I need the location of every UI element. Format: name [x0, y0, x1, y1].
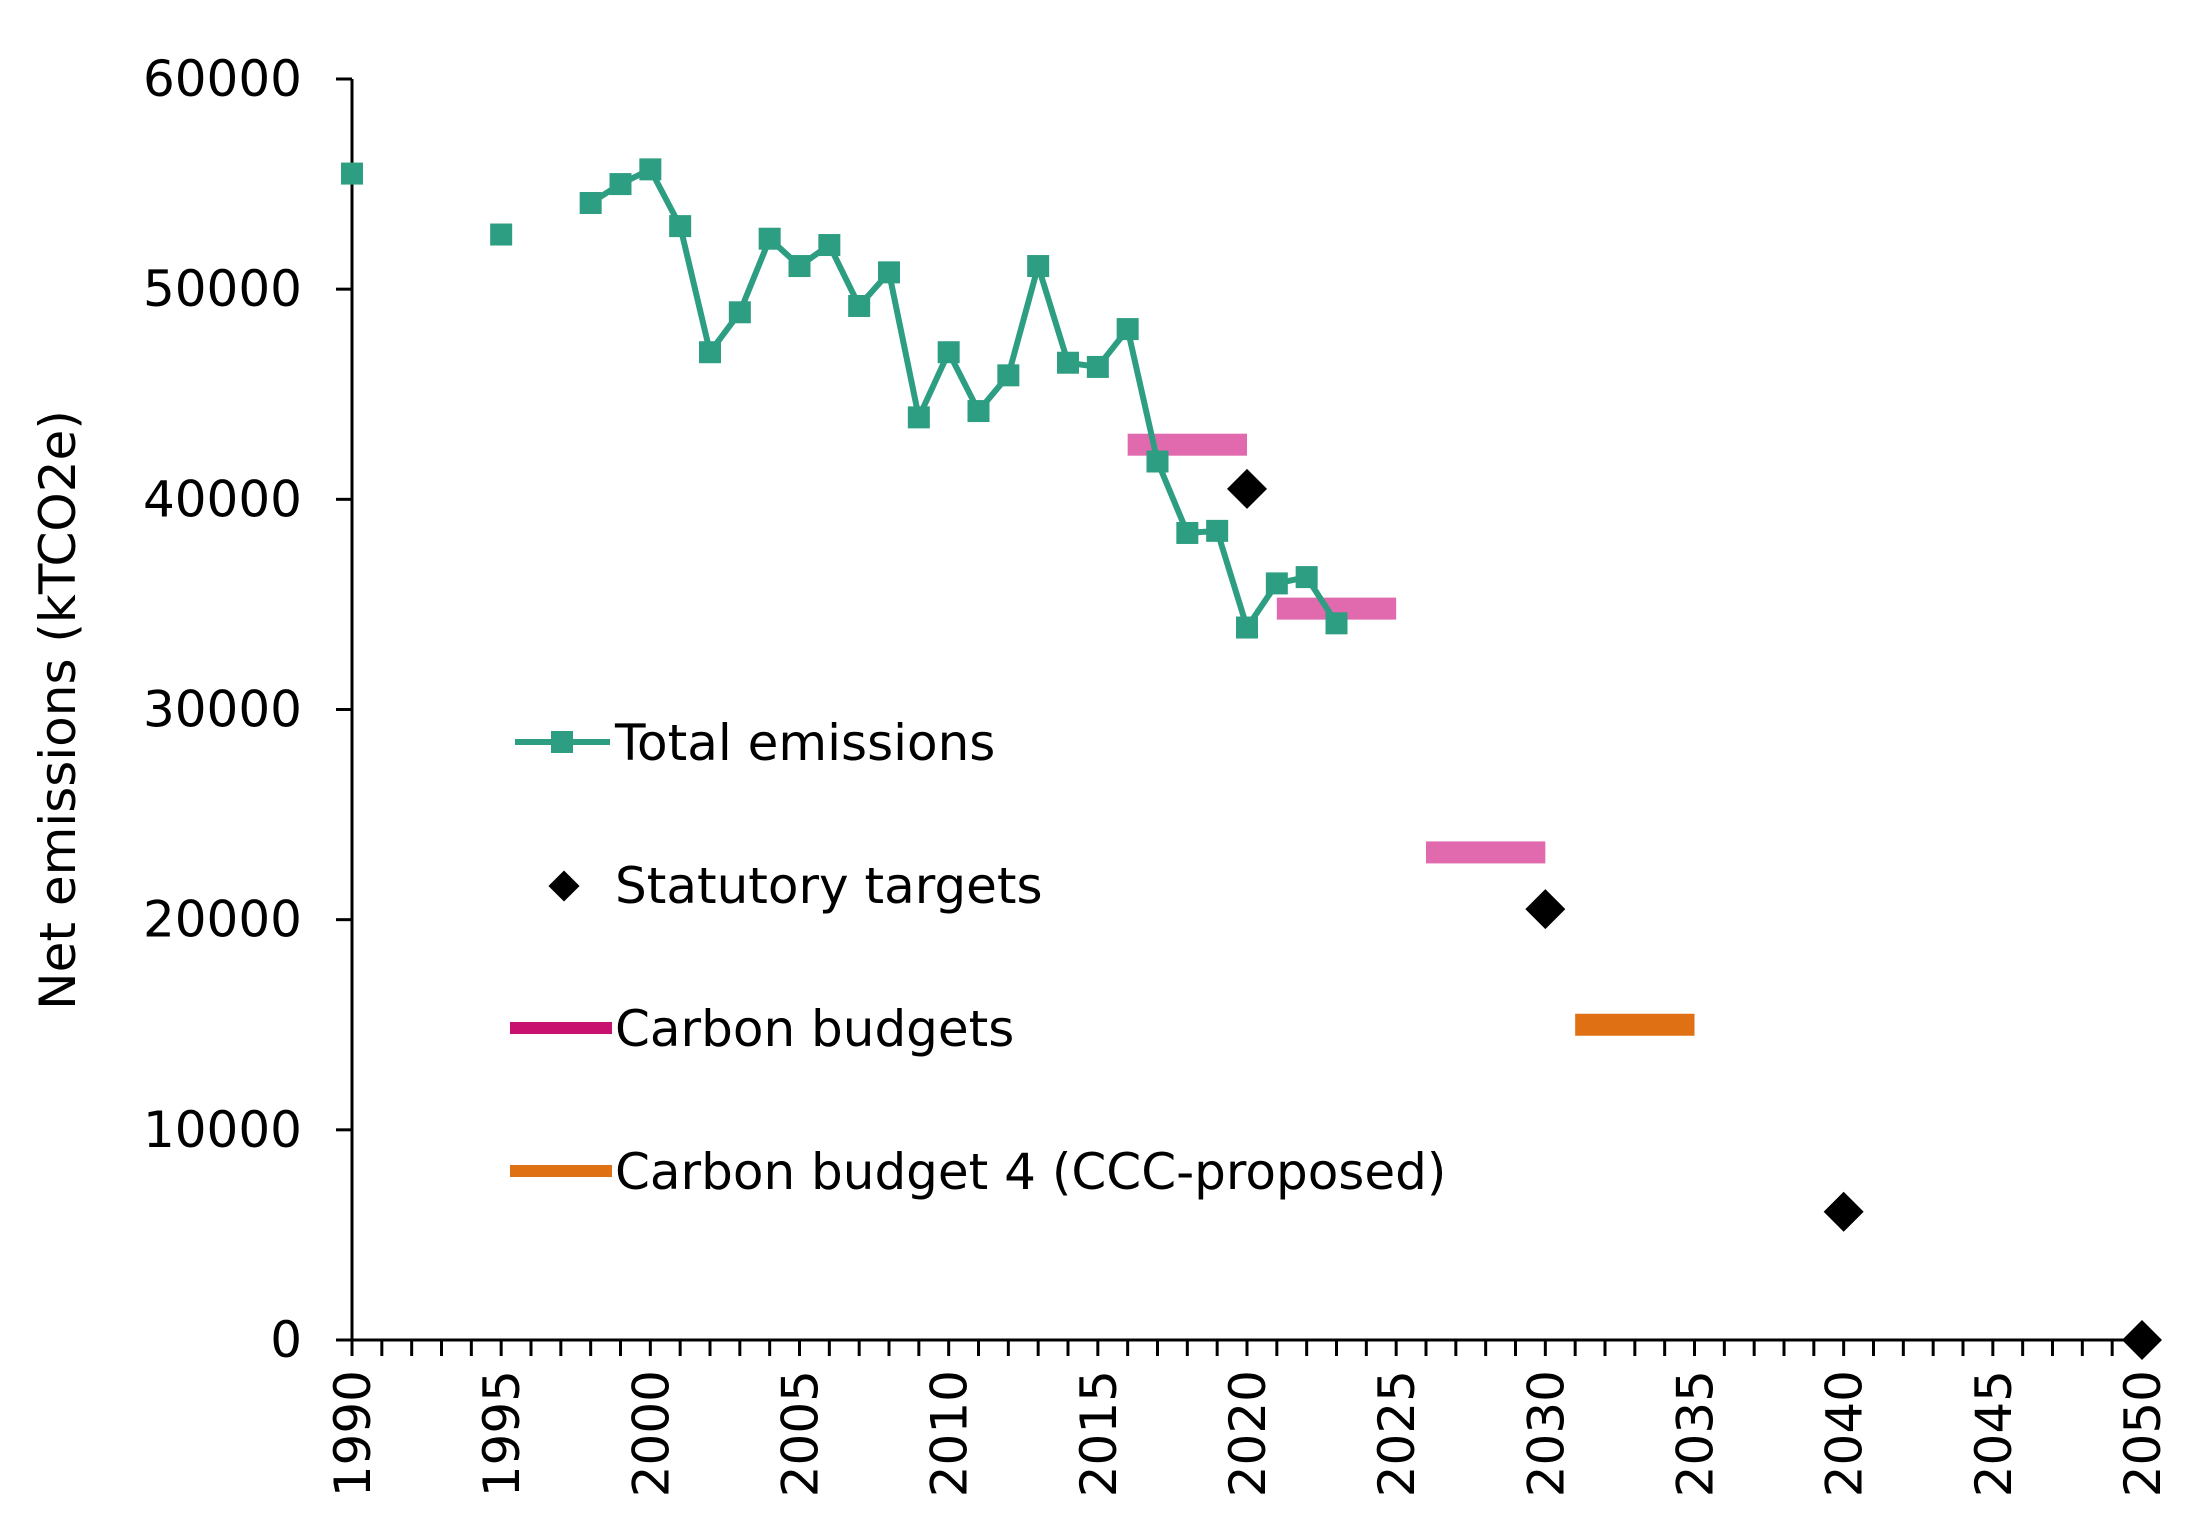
emissions-point: [937, 341, 960, 364]
legend-label-targets: Statutory targets: [615, 857, 1043, 915]
legend-label-cb4: Carbon budget 4 (CCC-proposed): [615, 1143, 1446, 1201]
x-tick-label: 2050: [2114, 1370, 2172, 1497]
x-tick-label: 2015: [1070, 1370, 1128, 1497]
total-emissions-series: [341, 158, 1348, 639]
emissions-line-segment: [1005, 263, 1042, 379]
emissions-point: [1027, 255, 1050, 278]
x-tick-label: 2030: [1517, 1370, 1575, 1497]
x-tick-label: 2040: [1816, 1370, 1874, 1497]
x-tick-label: 2035: [1667, 1370, 1725, 1497]
statutory-target-point: [1525, 889, 1566, 930]
y-tick-label: 60000: [143, 50, 302, 108]
emissions-point: [907, 406, 930, 429]
legend-item-budgets: Carbon budgets: [510, 1000, 1014, 1058]
emissions-line-segment: [886, 269, 922, 421]
legend: Total emissions Statutory targets Carbon…: [510, 714, 1446, 1201]
legend-label-budgets: Carbon budgets: [615, 1000, 1014, 1058]
emissions-point: [609, 173, 632, 196]
emissions-point: [878, 261, 900, 284]
carbon-budget-bar: [1127, 433, 1247, 456]
carbon-budget-4-bar: [1575, 1013, 1695, 1036]
emissions-line-segment: [1035, 263, 1071, 366]
emissions-point: [1325, 612, 1348, 635]
y-tick-label: 10000: [143, 1101, 302, 1159]
y-tick-label: 20000: [143, 891, 302, 949]
emissions-point: [699, 341, 721, 364]
emissions-point: [1057, 351, 1079, 374]
legend-item-total: Total emissions: [515, 714, 995, 772]
emissions-point: [818, 234, 841, 257]
x-tick-label: 1995: [473, 1370, 531, 1497]
x-tick-label: 2045: [1965, 1370, 2023, 1497]
emissions-point: [848, 294, 871, 317]
y-tick-label: 50000: [143, 260, 302, 318]
emissions-point: [1295, 566, 1318, 589]
x-tick-label: 1990: [324, 1370, 382, 1497]
carbon-budget-bar: [1276, 597, 1397, 620]
y-axis-title: Net emissions (kTCO2e): [29, 410, 87, 1010]
emissions-point: [1146, 450, 1169, 473]
emissions-point: [967, 400, 990, 423]
emissions-line-segment: [736, 235, 773, 316]
emissions-point: [1236, 616, 1258, 639]
emissions-line-segment: [677, 223, 713, 356]
emissions-point: [669, 215, 692, 238]
emissions-point: [1206, 519, 1229, 542]
x-tick-label: 2020: [1219, 1370, 1277, 1497]
x-tick-label: 2025: [1368, 1370, 1426, 1497]
statutory-targets-series: [1227, 468, 2162, 1360]
x-axis-ticks: 1990 1995 2000 2005 2010 2015 2020 2025 2030 2035…: [324, 1340, 2172, 1497]
y-tick-label: 30000: [143, 681, 302, 739]
emissions-point: [1176, 521, 1199, 544]
emissions-line-segment: [1154, 458, 1191, 536]
statutory-target-point: [1823, 1191, 1864, 1232]
emissions-point: [341, 162, 363, 185]
emissions-point: [728, 301, 751, 324]
emissions-point: [639, 158, 662, 181]
legend-target-marker: [548, 870, 580, 902]
emissions-line-segment: [1124, 326, 1161, 465]
emissions-point: [1086, 355, 1109, 378]
emissions-point: [1116, 318, 1139, 341]
statutory-target-point: [2122, 1320, 2162, 1360]
emissions-point: [788, 255, 811, 278]
emissions-point: [1265, 572, 1288, 595]
emissions-point: [490, 223, 513, 246]
emissions-point: [579, 191, 602, 214]
x-tick-label: 2000: [622, 1370, 680, 1497]
y-tick-label: 40000: [143, 470, 302, 528]
emissions-line-segment: [1214, 527, 1250, 631]
x-tick-label: 2010: [921, 1370, 979, 1497]
y-axis-ticks: 0 10000 20000 30000 40000 50000 60000: [143, 50, 352, 1369]
legend-item-cb4: Carbon budget 4 (CCC-proposed): [510, 1143, 1446, 1201]
x-tick-label: 2005: [772, 1370, 830, 1497]
carbon-budget-bar: [1426, 841, 1546, 864]
legend-total-marker: [551, 731, 573, 753]
y-tick-label: 0: [270, 1311, 302, 1369]
statutory-target-point: [1227, 468, 1267, 509]
emissions-point: [758, 227, 781, 250]
legend-item-targets: Statutory targets: [548, 857, 1043, 915]
legend-label-total: Total emissions: [614, 714, 995, 772]
emissions-point: [997, 364, 1020, 387]
